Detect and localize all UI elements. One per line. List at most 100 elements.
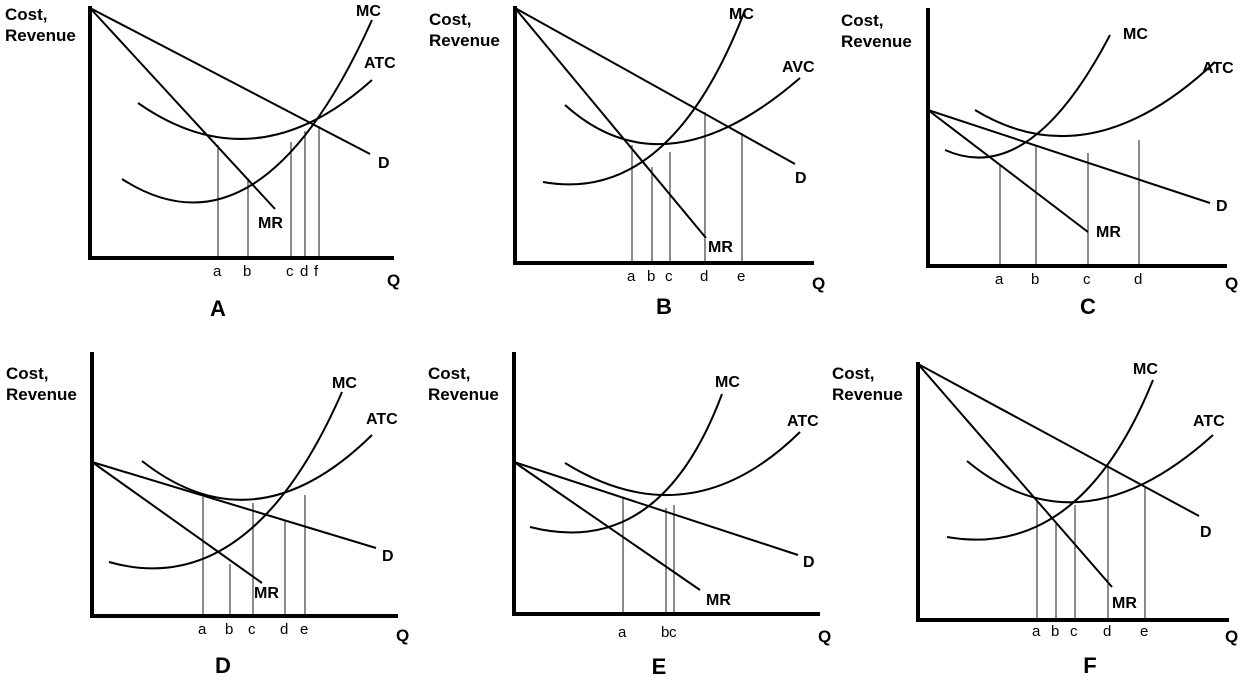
tick-label-b: b xyxy=(1051,623,1059,640)
tick-label-a: a xyxy=(995,271,1004,288)
curve-label-d: D xyxy=(795,170,807,187)
tick-label-a: a xyxy=(1032,623,1041,640)
tick-label-c: c xyxy=(1083,271,1091,288)
curve-label-d: D xyxy=(378,155,390,172)
tick-label-b: b xyxy=(243,263,251,280)
curve-mc xyxy=(542,9,746,186)
curve-label-mr: MR xyxy=(258,215,283,232)
curve-mr xyxy=(91,461,263,584)
curve-label-d: D xyxy=(1216,198,1228,215)
curve-label-d: D xyxy=(382,548,394,565)
axes xyxy=(513,6,814,265)
curve-avc xyxy=(564,77,801,146)
curve-d xyxy=(513,461,799,556)
axes xyxy=(88,6,394,260)
panel-d: MC ATC D MR a b c d e Cost, Revenue Q D xyxy=(6,352,409,678)
curve-label-atc: ATC xyxy=(364,55,396,72)
panel-label-f: F xyxy=(1083,653,1096,678)
y-axis-label-line1: Cost, xyxy=(428,364,471,383)
curve-mr xyxy=(927,109,1089,233)
curve-atc xyxy=(141,434,373,501)
curve-label-mr: MR xyxy=(1112,595,1137,612)
curve-label-atc: ATC xyxy=(366,411,398,428)
curve-label-mc: MC xyxy=(1123,26,1148,43)
tick-label-e: e xyxy=(300,621,308,638)
panel-label-d: D xyxy=(215,653,231,678)
curve-label-d: D xyxy=(803,554,815,571)
x-axis-label: Q xyxy=(812,274,825,293)
curve-label-d: D xyxy=(1200,524,1212,541)
curve-mr xyxy=(917,363,1113,588)
tick-label-d: d xyxy=(1103,623,1111,640)
curve-mc xyxy=(529,393,723,534)
curve-atc xyxy=(966,434,1214,504)
panel-c: MC ATC D MR a b c d Cost, Revenue Q C xyxy=(841,8,1238,319)
tick-label-c: c xyxy=(669,624,677,641)
curve-label-atc: ATC xyxy=(787,413,819,430)
tick-label-b: b xyxy=(647,268,655,285)
tick-label-d: d xyxy=(280,621,288,638)
curve-mr xyxy=(89,7,276,210)
curve-label-mc: MC xyxy=(332,375,357,392)
tick-label-c: c xyxy=(1070,623,1078,640)
x-axis-label: Q xyxy=(1225,627,1238,646)
y-axis-label-line1: Cost, xyxy=(841,11,884,30)
x-axis-label: Q xyxy=(387,271,400,290)
curve-mc xyxy=(944,34,1111,159)
axes xyxy=(90,352,398,618)
curve-mc xyxy=(946,379,1154,541)
curve-atc xyxy=(974,61,1216,137)
panel-b: MC AVC D MR a b c d e Cost, Revenue Q B xyxy=(429,6,825,319)
axes xyxy=(512,352,820,616)
y-axis-label-line2: Revenue xyxy=(428,385,499,404)
axes xyxy=(916,362,1229,622)
y-axis-label-line2: Revenue xyxy=(5,26,76,45)
y-axis-label-line2: Revenue xyxy=(429,31,500,50)
tick-label-b: b xyxy=(225,621,233,638)
tick-label-e: e xyxy=(737,268,745,285)
curve-label-mc: MC xyxy=(1133,361,1158,378)
curve-label-mc: MC xyxy=(715,374,740,391)
y-axis-label-line1: Cost, xyxy=(429,10,472,29)
tick-label-b: b xyxy=(1031,271,1039,288)
curve-d xyxy=(514,7,796,165)
y-axis-label-line1: Cost, xyxy=(832,364,875,383)
panel-a: MC ATC D MR a b c d f Cost, Revenue Q A xyxy=(5,3,400,321)
panel-label-e: E xyxy=(652,654,667,679)
curve-label-mr: MR xyxy=(254,585,279,602)
y-axis-label-line1: Cost, xyxy=(6,364,49,383)
curve-label-mr: MR xyxy=(708,239,733,256)
curve-label-atc: ATC xyxy=(1202,60,1234,77)
tick-label-d: d xyxy=(300,263,308,280)
curve-label-mc: MC xyxy=(729,6,754,23)
tick-label-d: d xyxy=(700,268,708,285)
tick-label-a: a xyxy=(213,263,222,280)
tick-label-a: a xyxy=(198,621,207,638)
tick-label-c: c xyxy=(665,268,673,285)
panel-f: MC ATC D MR a b c d e Cost, Revenue Q F xyxy=(832,361,1238,678)
curve-atc xyxy=(564,431,801,497)
curve-mc xyxy=(121,19,373,204)
tick-label-a: a xyxy=(627,268,636,285)
curve-d xyxy=(917,363,1200,517)
y-axis-label-line2: Revenue xyxy=(841,32,912,51)
panel-label-c: C xyxy=(1080,294,1096,319)
tick-label-a: a xyxy=(618,624,627,641)
panel-e: MC ATC D MR a b c Cost, Revenue Q E xyxy=(428,352,831,679)
tick-label-f: f xyxy=(314,263,319,280)
curve-label-mr: MR xyxy=(706,592,731,609)
y-axis-label-line2: Revenue xyxy=(832,385,903,404)
curve-mc xyxy=(108,391,343,570)
panel-label-b: B xyxy=(656,294,672,319)
curve-d xyxy=(927,109,1211,204)
curve-d xyxy=(91,461,377,549)
curve-mr xyxy=(513,461,701,591)
curve-atc xyxy=(137,79,373,140)
tick-label-b: b xyxy=(661,624,669,641)
panel-label-a: A xyxy=(210,296,226,321)
tick-label-c: c xyxy=(248,621,256,638)
tick-label-c: c xyxy=(286,263,294,280)
x-axis-label: Q xyxy=(818,627,831,646)
x-axis-label: Q xyxy=(1225,274,1238,293)
